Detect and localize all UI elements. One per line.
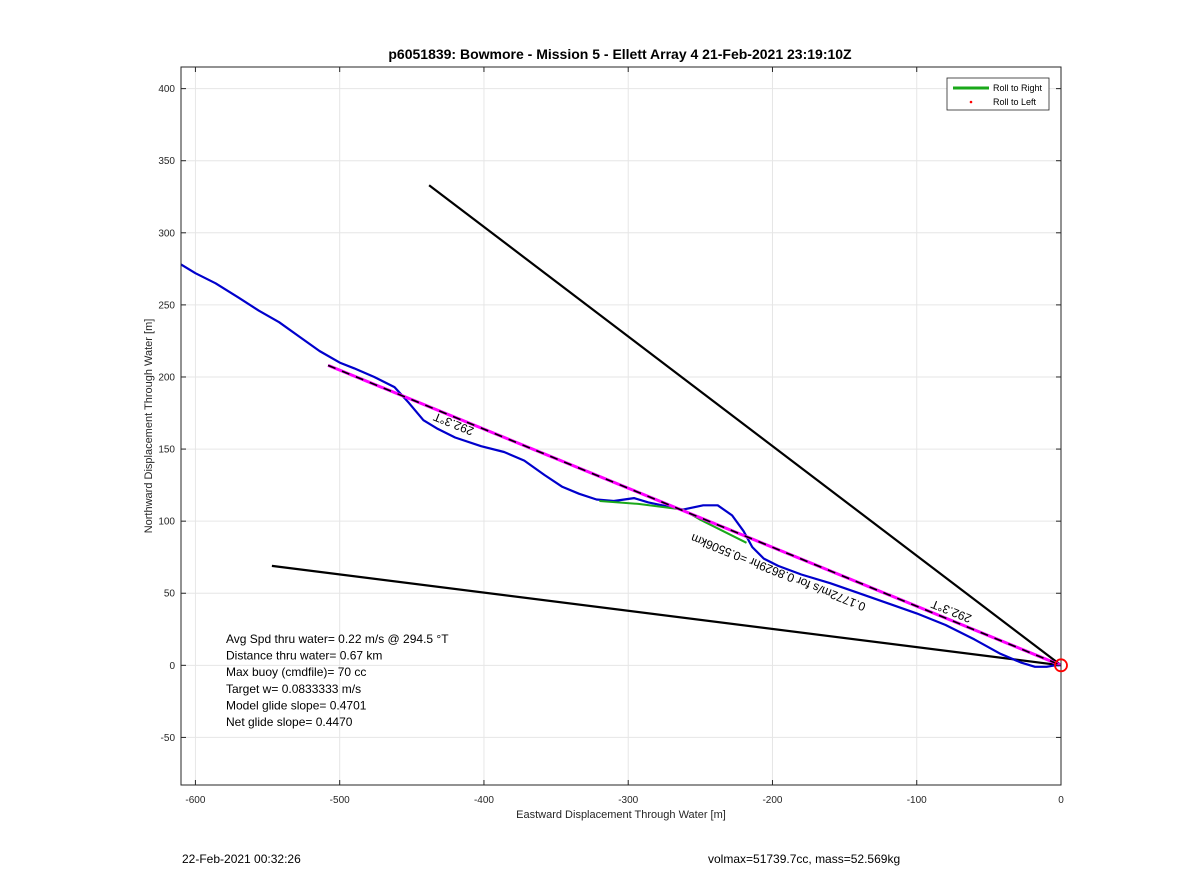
stats-annotations: Avg Spd thru water= 0.22 m/s @ 294.5 °T D… <box>226 632 449 729</box>
y-tick-label: 50 <box>164 589 176 600</box>
net-heading-dash <box>327 364 1061 667</box>
x-axis-label: Eastward Displacement Through Water [m] <box>516 809 726 821</box>
stats-line: Distance thru water= 0.67 km <box>226 649 382 663</box>
y-tick-label: 200 <box>158 372 175 383</box>
legend: Roll to Right Roll to Left <box>946 77 1050 111</box>
x-tick-label: -500 <box>330 795 350 806</box>
footer-glider-params: volmax=51739.7cc, mass=52.569kg <box>708 852 901 866</box>
legend-box <box>946 77 1050 111</box>
grid <box>181 67 1062 785</box>
stats-line: Net glide slope= 0.4470 <box>226 715 353 729</box>
y-tick-label: 0 <box>169 661 175 672</box>
x-tick-label: -600 <box>185 795 205 806</box>
y-tick-label: -50 <box>161 733 176 744</box>
stats-line: Model glide slope= 0.4701 <box>226 698 367 712</box>
trajectory-line <box>181 263 1061 668</box>
y-tick-label: 250 <box>158 300 175 311</box>
legend-swatch-roll-left <box>969 100 973 104</box>
y-tick-label: 300 <box>158 228 175 239</box>
stats-line: Max buoy (cmdfile)= 70 cc <box>226 665 366 679</box>
y-axis-label: Northward Displacement Through Water [m] <box>143 319 155 534</box>
axes-box <box>180 66 1062 786</box>
y-tick-label: 150 <box>158 445 175 456</box>
x-tick-label: -400 <box>474 795 494 806</box>
footer-timestamp: 22-Feb-2021 00:32:26 <box>182 852 301 866</box>
y-axis-ticks: -50 0 50 100 150 200 250 300 350 400 <box>158 84 1061 744</box>
stats-line: Target w= 0.0833333 m/s <box>226 682 361 696</box>
x-tick-label: 0 <box>1058 795 1064 806</box>
bounding-heading-line <box>271 564 1061 667</box>
legend-label-roll-right: Roll to Right <box>993 83 1043 93</box>
x-tick-label: -300 <box>618 795 638 806</box>
end-marker-circle <box>1054 658 1068 673</box>
chart-title: p6051839: Bowmore - Mission 5 - Ellett A… <box>388 46 852 62</box>
x-tick-label: -100 <box>907 795 927 806</box>
bounding-heading-line <box>428 184 1061 667</box>
y-tick-label: 100 <box>158 517 175 528</box>
stats-line: Avg Spd thru water= 0.22 m/s @ 294.5 °T <box>226 632 449 646</box>
legend-label-roll-left: Roll to Left <box>993 97 1037 107</box>
y-tick-label: 400 <box>158 84 175 95</box>
x-axis-ticks: -600 -500 -400 -300 -200 -100 0 <box>185 67 1064 806</box>
x-tick-label: -200 <box>762 795 782 806</box>
y-tick-label: 350 <box>158 156 175 167</box>
